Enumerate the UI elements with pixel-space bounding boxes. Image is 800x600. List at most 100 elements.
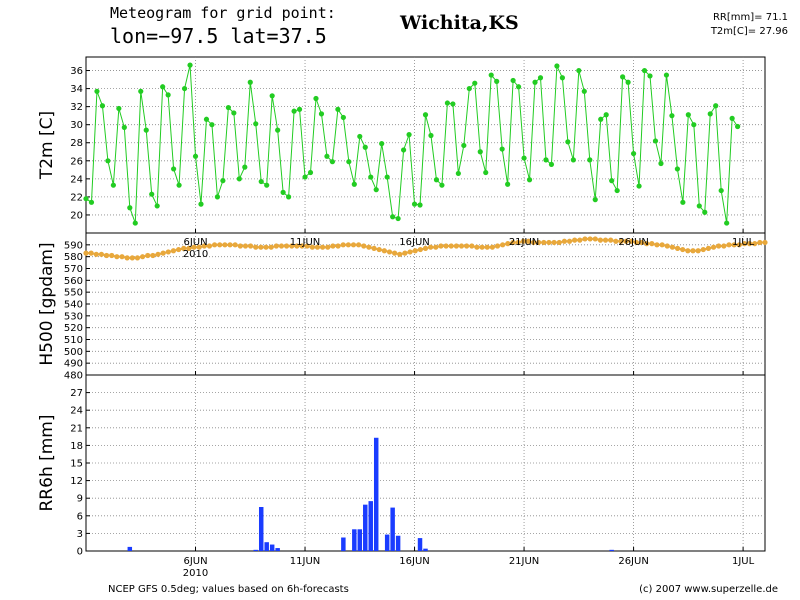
- t2m-point: [121, 124, 127, 130]
- h500-point: [700, 246, 706, 253]
- t2m-point: [132, 220, 138, 226]
- h500-point: [716, 243, 722, 249]
- t2m-point: [171, 166, 177, 172]
- t2m-point: [116, 105, 122, 112]
- h500-point: [494, 243, 501, 249]
- stat-rr-total: RR[mm]= 71.1: [712, 12, 788, 23]
- t2m-point: [647, 73, 653, 79]
- y-tick-label: 22: [70, 192, 83, 203]
- h500-point: [484, 244, 490, 250]
- h500-point: [402, 250, 408, 256]
- h500-point: [530, 239, 537, 246]
- t2m-point: [220, 178, 226, 184]
- h500-point: [762, 239, 768, 246]
- y-tick-label: 530: [64, 311, 83, 322]
- h500-point: [273, 243, 279, 249]
- h500-point: [201, 243, 207, 249]
- h500-point: [685, 248, 691, 254]
- h500-point: [222, 242, 228, 248]
- y-tick-label: 20: [70, 210, 83, 221]
- rr-bar: [253, 549, 258, 551]
- rr-bar: [390, 507, 395, 551]
- y-tick-label: 510: [64, 335, 83, 346]
- h500-point: [566, 238, 573, 244]
- rr-bar: [352, 529, 357, 551]
- h500-point: [541, 239, 547, 246]
- t2m-point: [192, 153, 199, 159]
- h500-point: [314, 244, 321, 250]
- t2m-point: [411, 201, 418, 207]
- h500-point: [592, 236, 598, 242]
- t2m-point: [373, 187, 379, 193]
- h500-point: [412, 248, 418, 254]
- h500-point: [649, 241, 655, 247]
- y-axis-label: T2m [C]: [37, 111, 57, 180]
- h500-point: [633, 239, 640, 246]
- t2m-point: [214, 194, 221, 200]
- h500-point: [654, 242, 660, 248]
- panel-h500: [85, 232, 766, 376]
- t2m-point: [735, 123, 741, 130]
- t2m-point: [696, 203, 702, 209]
- h500-point: [134, 255, 141, 261]
- panel-rr: [85, 374, 766, 552]
- h500-point: [587, 236, 593, 242]
- t2m-point: [143, 127, 149, 133]
- rr-bar: [275, 548, 280, 551]
- t2m-point: [384, 174, 390, 180]
- h500-point: [340, 242, 346, 248]
- h500-point: [304, 243, 310, 249]
- h500-point: [196, 244, 202, 250]
- h500-point: [175, 246, 182, 253]
- h500-point: [129, 255, 135, 261]
- h500-point: [458, 243, 465, 249]
- h500-point: [448, 243, 454, 249]
- t2m-point: [680, 199, 686, 205]
- panel-frame-t2m: [85, 56, 766, 234]
- h500-point: [710, 244, 717, 250]
- x-tick-label-top: 21JUN: [509, 237, 539, 248]
- y-tick-label: 540: [64, 300, 83, 311]
- t2m-point: [296, 106, 303, 112]
- t2m-point: [592, 197, 598, 203]
- x-year-label-top: 2010: [183, 249, 208, 260]
- t2m-point: [494, 78, 500, 84]
- t2m-point: [510, 77, 516, 84]
- h500-point: [438, 243, 444, 249]
- h500-point: [289, 243, 295, 249]
- t2m-point: [138, 88, 144, 94]
- x-tick-label-top: 6JUN: [183, 237, 207, 248]
- t2m-point: [198, 201, 204, 207]
- h500-point: [551, 239, 557, 246]
- h500-point: [98, 251, 105, 257]
- x-year-label-bottom: 2010: [183, 568, 208, 579]
- t2m-point: [724, 220, 730, 226]
- h500-point: [227, 242, 233, 248]
- rr-bar: [395, 535, 401, 551]
- t2m-point: [329, 159, 336, 165]
- h500-point: [613, 238, 619, 244]
- y-tick-label: 32: [70, 102, 83, 113]
- t2m-point: [83, 196, 89, 202]
- h500-point: [181, 245, 187, 251]
- y-tick-label: 520: [64, 323, 83, 334]
- t2m-point: [181, 85, 188, 92]
- h500-point: [752, 241, 758, 247]
- t2m-point: [729, 115, 735, 121]
- chart-title-line2: lon=−97.5 lat=37.5: [110, 24, 327, 48]
- t2m-point: [554, 63, 560, 69]
- h500-point: [237, 243, 243, 249]
- y-tick-label: 580: [64, 252, 83, 263]
- t2m-point: [641, 67, 648, 74]
- y-tick-label: 480: [64, 371, 83, 382]
- h500-point: [453, 243, 459, 249]
- t2m-point: [110, 182, 116, 188]
- h500-point: [510, 239, 516, 246]
- t2m-point: [160, 84, 166, 90]
- x-tick-label-top: 11JUN: [290, 237, 320, 248]
- h500-point: [417, 246, 423, 253]
- rr-bar: [357, 529, 363, 551]
- h500-point: [623, 238, 629, 244]
- h500-point: [124, 255, 130, 261]
- h500-point: [597, 237, 603, 243]
